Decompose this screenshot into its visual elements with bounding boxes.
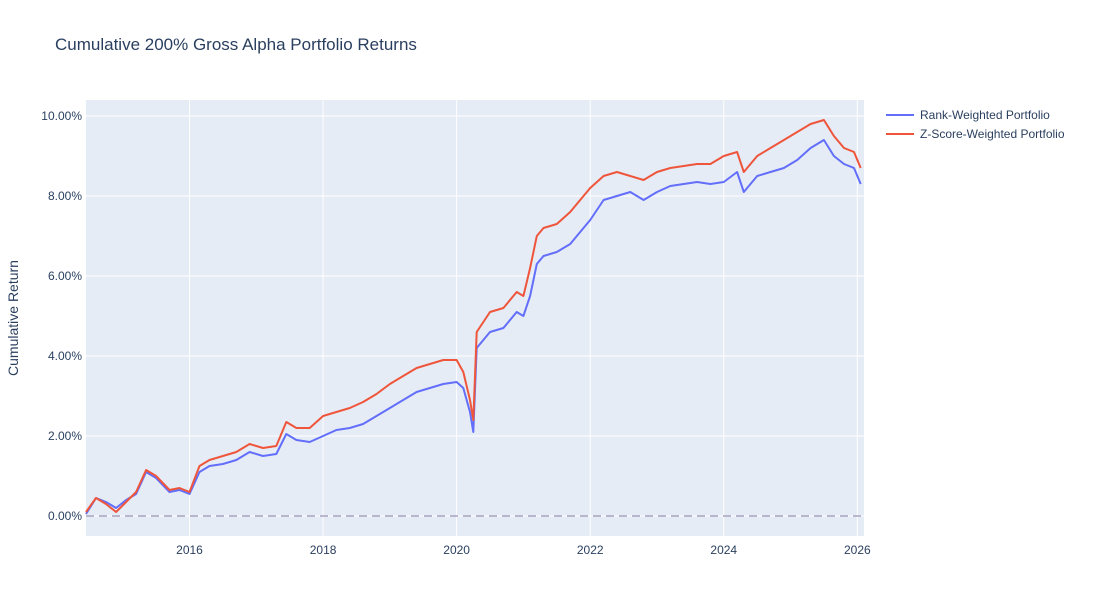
y-axis-ticks: 0.00% 2.00% 4.00% 6.00% 8.00% 10.00% [41,109,82,523]
x-tick-label: 2022 [577,543,604,557]
x-tick-label: 2020 [443,543,470,557]
series-line-1 [85,119,862,513]
legend-item-0[interactable]: Rank-Weighted Portfolio [886,108,1050,122]
y-tick-label: 0.00% [48,509,82,523]
legend-item-1[interactable]: Z-Score-Weighted Portfolio [886,127,1065,141]
series-line-0 [85,139,862,515]
y-tick-label: 10.00% [41,109,82,123]
legend[interactable]: Rank-Weighted Portfolio Z-Score-Weighted … [886,108,1065,141]
series-lines [85,119,862,515]
y-tick-label: 6.00% [48,269,82,283]
x-tick-label: 2026 [844,543,871,557]
legend-label: Z-Score-Weighted Portfolio [920,127,1065,141]
plot-area [86,100,864,536]
y-tick-label: 8.00% [48,189,82,203]
gridlines [86,100,864,536]
x-tick-label: 2024 [710,543,737,557]
y-tick-label: 4.00% [48,349,82,363]
legend-label: Rank-Weighted Portfolio [920,108,1050,122]
x-tick-label: 2018 [310,543,337,557]
y-tick-label: 2.00% [48,429,82,443]
chart-title: Cumulative 200% Gross Alpha Portfolio Re… [55,35,417,54]
y-axis-title: Cumulative Return [5,260,21,376]
x-axis-ticks: 2016 2018 2020 2022 2024 2026 [176,543,871,557]
x-tick-label: 2016 [176,543,203,557]
